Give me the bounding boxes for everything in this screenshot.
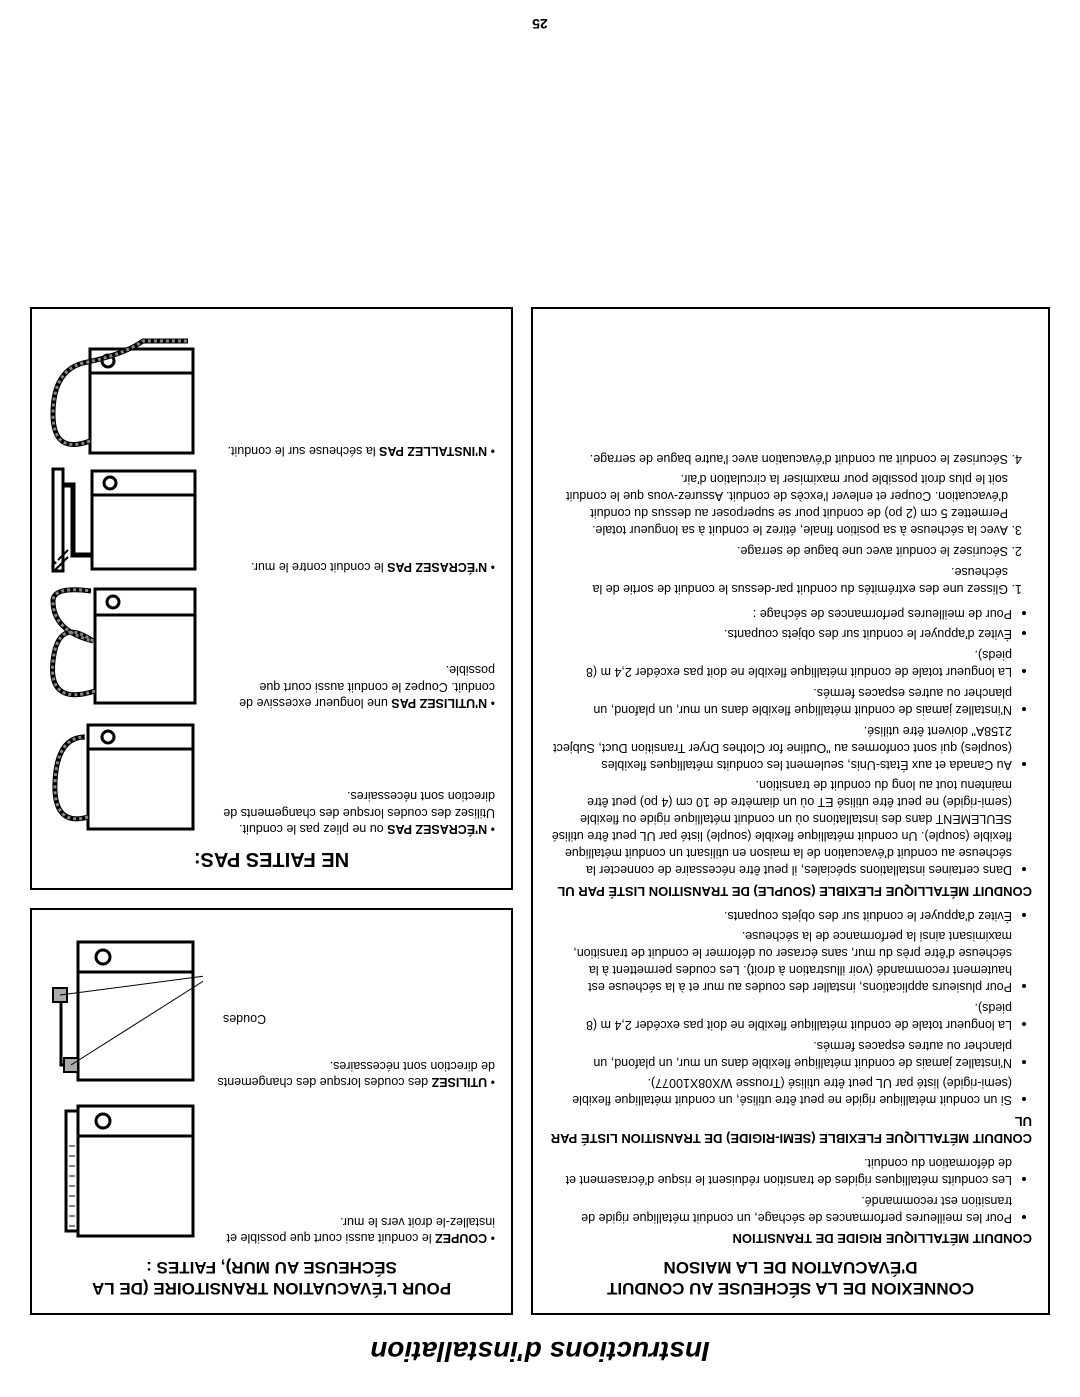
li: Évitez d'appuyer le conduit sur des obje… [549, 907, 1012, 924]
bold: N'INSTALLEZ PAS [379, 445, 487, 459]
page-root: Instructions d'installation CONNEXION DE… [0, 0, 1080, 1397]
columns: CONNEXION DE LA SÉCHEUSE AU CONDUIT D'ÉV… [30, 308, 1050, 1316]
faites-title: POUR L'ÉVACUATION TRANSITOIRE (DE LA SÉC… [48, 1257, 495, 1300]
row-coupez: • COUPEZ le conduit aussi court que poss… [48, 1097, 495, 1247]
row-utilisez: • UTILISEZ des coudes lorsque des change… [48, 931, 495, 1091]
li: Évitez d'appuyer le conduit sur des obje… [549, 626, 1012, 643]
ne-faites-box: NE FAITES PAS: • N'ÉCRASEZ PAS ou ne pli… [30, 308, 513, 891]
list-2: Si un conduit métallique rigide ne peut … [549, 907, 1032, 1109]
faites-box: POUR L'ÉVACUATION TRANSITOIRE (DE LA SÉC… [30, 909, 513, 1316]
h2: CONDUIT MÉTALLIQUE FLEXIBLE (SEMI-RIGIDE… [549, 1112, 1032, 1146]
dryer-long-duct-icon [48, 582, 203, 712]
li: La longueur totale de conduit métallique… [549, 646, 1012, 680]
h3: CONDUIT MÉTALLIQUE FLEXIBLE (SOUPLE) DE … [549, 882, 1032, 899]
row-utilise-pas: • N'UTILISEZ PAS une longueur excessive … [48, 582, 495, 712]
dryer-crush-wall-icon [48, 466, 203, 576]
bold: N'UTILISEZ PAS [391, 697, 487, 711]
txt: • N'ÉCRASEZ PAS le conduit contre le mur… [213, 466, 495, 576]
page-title: Instructions d'installation [30, 1335, 1050, 1367]
li: Sécurisez le conduit au conduit d'évacua… [549, 450, 1008, 467]
right-column: POUR L'ÉVACUATION TRANSITOIRE (DE LA SÉC… [30, 308, 513, 1316]
bold: COUPEZ [435, 1232, 487, 1246]
row-installe-pas: • N'INSTALLEZ PAS la sécheuse sur le con… [48, 330, 495, 460]
li: Au Canada et aux États-Unis, seulement l… [549, 722, 1012, 773]
li: La longueur totale de conduit métallique… [549, 999, 1012, 1033]
dryer-elbows-icon [48, 931, 203, 1091]
txt-coupez: • COUPEZ le conduit aussi court que poss… [213, 1097, 495, 1247]
rest: le conduit contre le mur. [251, 561, 387, 575]
li: Pour plusieurs applications, installer d… [549, 928, 1012, 996]
left-panel: CONNEXION DE LA SÉCHEUSE AU CONDUIT D'ÉV… [531, 308, 1050, 1316]
li: Pour de meilleures performances de sécha… [549, 605, 1012, 622]
li: Avec la sécheuse à sa position finale, é… [549, 471, 1008, 539]
dryer-straight-icon [48, 1097, 203, 1247]
li: Sécurisez le conduit avec une bague de s… [549, 542, 1008, 559]
h1: CONDUIT MÉTALLIQUE RIGIDE DE TRANSITION [549, 1230, 1032, 1247]
txt-utilisez: • UTILISEZ des coudes lorsque des change… [213, 1011, 495, 1091]
txt: • N'INSTALLEZ PAS la sécheuse sur le con… [213, 330, 495, 460]
page-number: 25 [0, 16, 1080, 32]
li: N'installez jamais de conduit métallique… [549, 1037, 1012, 1071]
li: Glissez une des extrémités du conduit pa… [549, 563, 1008, 597]
bold: N'ÉCRASEZ PAS [387, 823, 487, 837]
list-1: Pour les meilleures performances de séch… [549, 1154, 1032, 1226]
dryer-on-duct-icon [48, 330, 203, 460]
rest: la sécheuse sur le conduit. [228, 445, 379, 459]
bold: UTILISEZ [432, 1076, 488, 1090]
left-title: CONNEXION DE LA SÉCHEUSE AU CONDUIT D'ÉV… [549, 1257, 1032, 1300]
coudes-label: Coudes [213, 1011, 495, 1027]
li: Dans certaines installations spéciales, … [549, 777, 1012, 878]
row-ecrase2: • N'ÉCRASEZ PAS le conduit contre le mur… [48, 466, 495, 576]
ordered-list: Glissez une des extrémités du conduit pa… [549, 450, 1032, 597]
li: Si un conduit métallique rigide ne peut … [549, 1075, 1012, 1109]
li: N'installez jamais de conduit métallique… [549, 684, 1012, 718]
li: Les conduits métalliques rigides de tran… [549, 1154, 1012, 1188]
li: Pour les meilleures performances de séch… [549, 1192, 1012, 1226]
dryer-bend-icon [48, 718, 203, 838]
txt: • N'ÉCRASEZ PAS ou ne pliez pas le condu… [213, 718, 495, 838]
txt: • N'UTILISEZ PAS une longueur excessive … [213, 582, 495, 712]
row-ecrase1: • N'ÉCRASEZ PAS ou ne pliez pas le condu… [48, 718, 495, 838]
list-3: Dans certaines installations spéciales, … [549, 605, 1032, 878]
bold: N'ÉCRASEZ PAS [387, 561, 487, 575]
ne-faites-title: NE FAITES PAS: [48, 848, 495, 871]
